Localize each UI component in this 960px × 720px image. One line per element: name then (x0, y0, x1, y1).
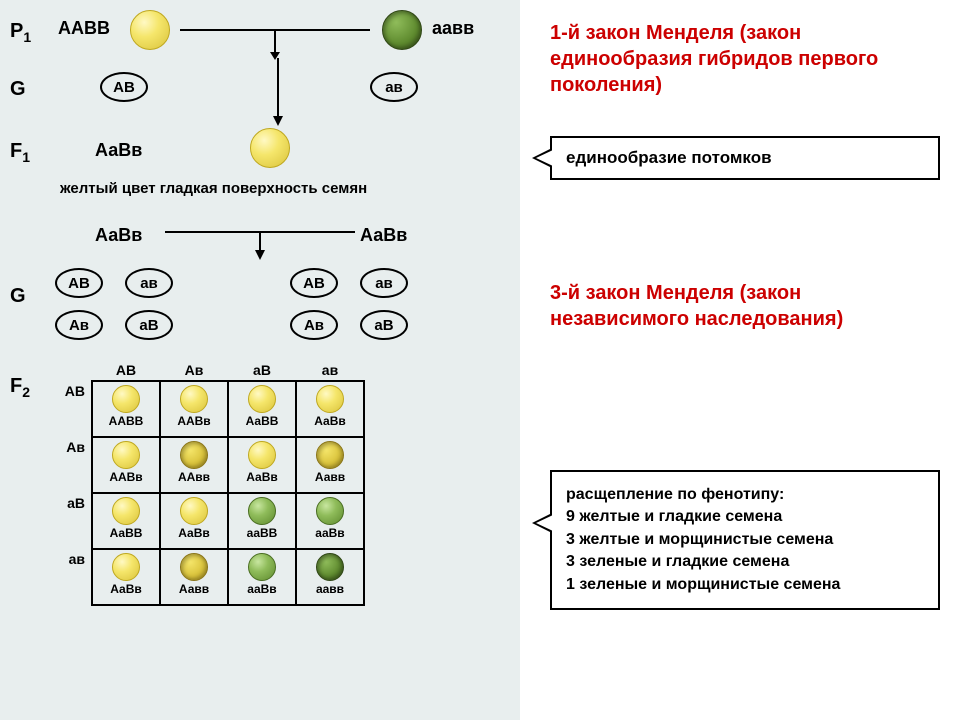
punnett-cell: ААВВ (92, 381, 160, 437)
punnett-cell: ААвв (160, 437, 228, 493)
pheno-line-3: 1 зеленые и морщинистые семена (566, 574, 924, 596)
pheno-header: расщепление по фенотипу: (566, 484, 924, 506)
gamete-f1-r-2: Ав (290, 310, 338, 340)
cell-pea (180, 441, 208, 469)
cell-genotype: ааВв (299, 526, 361, 540)
pea-p1-left (130, 10, 170, 50)
cell-pea (248, 385, 276, 413)
punnett-cell: АаВВ (92, 493, 160, 549)
cross-arrow-p1 (180, 10, 380, 60)
punnett-cell: ААВв (160, 381, 228, 437)
cell-genotype: АаВв (231, 470, 293, 484)
cell-genotype: аавв (299, 582, 361, 596)
gamete-f1-r-3: аВ (360, 310, 408, 340)
cell-genotype: АаВв (95, 582, 157, 596)
cell-pea (248, 497, 276, 525)
f1-cross-right: АаВв (360, 225, 407, 246)
cell-pea (112, 553, 140, 581)
gamete-f1-l-2: Ав (55, 310, 103, 340)
cross-arrow-f1 (165, 220, 355, 260)
punnett-cell: АаВв (228, 437, 296, 493)
text-panel: 1-й закон Менделя (закон единообразия ги… (520, 0, 960, 720)
cell-genotype: Аавв (163, 582, 225, 596)
cell-genotype: АаВв (299, 414, 361, 428)
punnett-cell: АаВв (92, 549, 160, 605)
cell-genotype: АаВВ (231, 414, 293, 428)
punnett-col-header: АВ (92, 360, 160, 381)
cell-genotype: Аавв (299, 470, 361, 484)
f1-description: желтый цвет гладкая поверхность семян (60, 180, 367, 197)
punnett-cell: ааВв (296, 493, 364, 549)
pheno-line-2: 3 зеленые и гладкие семена (566, 551, 924, 573)
gamete-p-right: ав (370, 72, 418, 102)
label-f1: F1 (10, 140, 30, 165)
f1-cross-left: АаВв (95, 225, 142, 246)
gamete-f1-l-0: АВ (55, 268, 103, 298)
law1-title: 1-й закон Менделя (закон единообразия ги… (550, 20, 940, 98)
punnett-cell: АаВв (296, 381, 364, 437)
punnett-row-header: АВ (50, 381, 92, 437)
punnett-cell: Аавв (160, 549, 228, 605)
pheno-line-1: 3 желтые и морщинистые семена (566, 529, 924, 551)
cell-pea (180, 497, 208, 525)
punnett-col-header: аВ (228, 360, 296, 381)
pheno-line-0: 9 желтые и гладкие семена (566, 506, 924, 528)
law1-note: единообразие потомков (550, 136, 940, 180)
gamete-f1-l-1: ав (125, 268, 173, 298)
punnett-cell: ААВв (92, 437, 160, 493)
cell-pea (112, 441, 140, 469)
label-g1: G (10, 78, 26, 101)
cell-pea (316, 497, 344, 525)
f1-genotype: АаВв (95, 140, 142, 161)
cell-genotype: ааВВ (231, 526, 293, 540)
punnett-cell: АаВВ (228, 381, 296, 437)
cell-pea (248, 441, 276, 469)
cell-genotype: ААВВ (95, 414, 157, 428)
punnett-col-header: Ав (160, 360, 228, 381)
cell-pea (248, 553, 276, 581)
cell-genotype: ааВв (231, 582, 293, 596)
cell-pea (112, 497, 140, 525)
pea-f1 (250, 128, 290, 168)
cell-pea (180, 553, 208, 581)
cell-genotype: ААвв (163, 470, 225, 484)
punnett-row-header: аВ (50, 493, 92, 549)
diagram-panel: P1 ААВВ аавв G АВ ав F1 АаВв желтый цвет… (0, 0, 520, 720)
cell-pea (112, 385, 140, 413)
punnett-cell: ааВВ (228, 493, 296, 549)
gamete-p-left: АВ (100, 72, 148, 102)
punnett-body: АВААВВААВвАаВВАаВвАвААВвААввАаВвАавваВАа… (50, 381, 364, 605)
cell-genotype: ААВв (163, 414, 225, 428)
punnett-row-header: ав (50, 549, 92, 605)
punnett-square: АВАваВав АВААВВААВвАаВВАаВвАвААВвААввАаВ… (50, 360, 365, 606)
cell-pea (180, 385, 208, 413)
punnett-cell: АаВв (160, 493, 228, 549)
cell-genotype: ААВв (95, 470, 157, 484)
cell-pea (316, 553, 344, 581)
punnett-row-header: Ав (50, 437, 92, 493)
cell-pea (316, 441, 344, 469)
gamete-f1-r-0: АВ (290, 268, 338, 298)
gamete-f1-l-3: аВ (125, 310, 173, 340)
phenotype-box: расщепление по фенотипу: 9 желтые и глад… (550, 470, 940, 610)
label-g2: G (10, 285, 26, 308)
label-p1: P1 (10, 20, 31, 45)
label-f2: F2 (10, 375, 30, 400)
gamete-f1-r-1: ав (360, 268, 408, 298)
punnett-cell: Аавв (296, 437, 364, 493)
pea-p1-right (382, 10, 422, 50)
arrow-to-f1 (270, 58, 286, 128)
punnett-col-header: ав (296, 360, 364, 381)
p1-right-genotype: аавв (432, 18, 474, 39)
cell-genotype: АаВв (163, 526, 225, 540)
cell-genotype: АаВВ (95, 526, 157, 540)
law3-title: 3-й закон Менделя (закон независимого на… (550, 280, 940, 332)
punnett-cell: аавв (296, 549, 364, 605)
punnett-cell: ааВв (228, 549, 296, 605)
cell-pea (316, 385, 344, 413)
p1-left-genotype: ААВВ (58, 18, 110, 39)
